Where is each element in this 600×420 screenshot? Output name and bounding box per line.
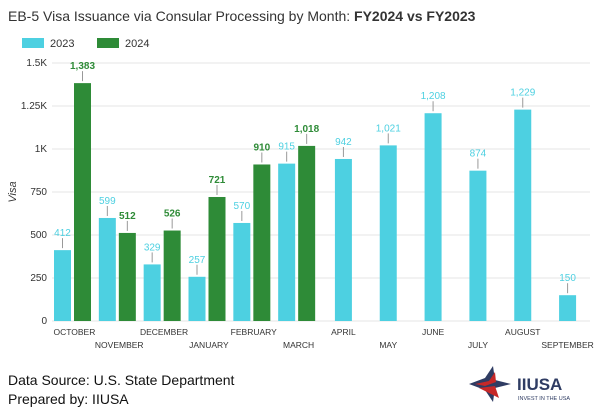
data-label-2023: 570: [233, 201, 250, 212]
iiusa-logo: IIUSA INVEST IN THE USA: [469, 366, 570, 402]
data-label-2023: 915: [278, 142, 295, 153]
data-label-2023: 257: [189, 255, 206, 266]
x-tick-label: NOVEMBER: [95, 340, 144, 350]
legend-swatch-2023: [22, 38, 44, 48]
data-label-2023: 874: [470, 149, 487, 160]
logo-name: IIUSA: [517, 375, 562, 394]
bar-2023: [424, 113, 442, 321]
data-label-2023: 599: [99, 196, 116, 207]
iiusa-star-mark-icon: [469, 366, 511, 402]
bar-2024: [298, 145, 316, 321]
data-label-2024: 910: [253, 142, 270, 153]
legend-label-2024: 2024: [125, 38, 149, 50]
x-tick-label: JULY: [468, 340, 488, 350]
data-label-2024: 526: [164, 209, 181, 220]
data-label-2024: 1,018: [294, 124, 319, 135]
bar-2023: [233, 222, 251, 321]
x-tick-label: JUNE: [422, 327, 445, 337]
data-label-2023: 329: [144, 242, 161, 253]
chart-title: EB-5 Visa Issuance via Consular Processi…: [8, 8, 475, 24]
data-label-2023: 1,021: [376, 123, 401, 134]
y-tick-label: 1.5K: [26, 58, 47, 69]
data-label-2023: 1,229: [510, 88, 535, 99]
bar-2023: [469, 170, 487, 321]
chart-title-plain: EB-5 Visa Issuance via Consular Processi…: [8, 8, 355, 24]
y-tick-label: 750: [30, 187, 47, 198]
data-label-2024: 512: [119, 211, 136, 222]
x-tick-label: OCTOBER: [53, 327, 95, 337]
bar-2024: [74, 83, 91, 322]
x-tick-label: DECEMBER: [140, 327, 188, 337]
chart-area: 0 250 500 750 1K 1.25K 1.5K Visa 2023 2024 412 1,38…: [7, 38, 594, 350]
bar-2023: [559, 295, 577, 321]
bar-2023: [143, 264, 161, 321]
x-tick-label: FEBRUARY: [231, 327, 277, 337]
x-tick-label: MAY: [379, 340, 397, 350]
prepared-by-note: Prepared by: IIUSA: [8, 391, 129, 407]
bar-2023: [188, 276, 206, 321]
y-tick-label: 500: [30, 230, 47, 241]
bar-2023: [514, 109, 532, 321]
bar-2023: [98, 217, 116, 321]
x-tick-label: AUGUST: [505, 327, 540, 337]
data-source-note: Data Source: U.S. State Department: [8, 372, 235, 388]
data-label-2024: 721: [209, 175, 226, 186]
bar-2024: [118, 232, 136, 321]
data-label-2023: 150: [559, 273, 576, 284]
bar-2023: [334, 158, 352, 321]
y-axis-title: Visa: [7, 181, 19, 202]
bar-2023: [278, 163, 296, 321]
logo-tagline: INVEST IN THE USA: [518, 396, 570, 402]
bar-2023: [379, 145, 397, 321]
legend-label-2023: 2023: [50, 38, 74, 50]
legend-swatch-2024: [97, 38, 119, 48]
data-label-2023: 942: [335, 137, 352, 148]
data-label-2024: 1,383: [70, 61, 95, 72]
x-tick-label: MARCH: [283, 340, 314, 350]
data-label-2023: 412: [54, 228, 71, 239]
bar-2024: [253, 164, 271, 321]
data-label-2023: 1,208: [421, 91, 446, 102]
x-tick-label: JANUARY: [189, 340, 229, 350]
y-tick-label: 1.25K: [21, 101, 47, 112]
bar-2023: [54, 250, 71, 321]
y-tick-label: 0: [41, 316, 47, 327]
bar-2024: [208, 196, 226, 321]
y-tick-label: 250: [30, 273, 47, 284]
bar-2024: [163, 230, 181, 321]
y-tick-label: 1K: [35, 144, 48, 155]
x-tick-label: APRIL: [331, 327, 356, 337]
chart-title-bold: FY2024 vs FY2023: [354, 8, 476, 24]
x-tick-label: SEPTEMBER: [541, 340, 593, 350]
